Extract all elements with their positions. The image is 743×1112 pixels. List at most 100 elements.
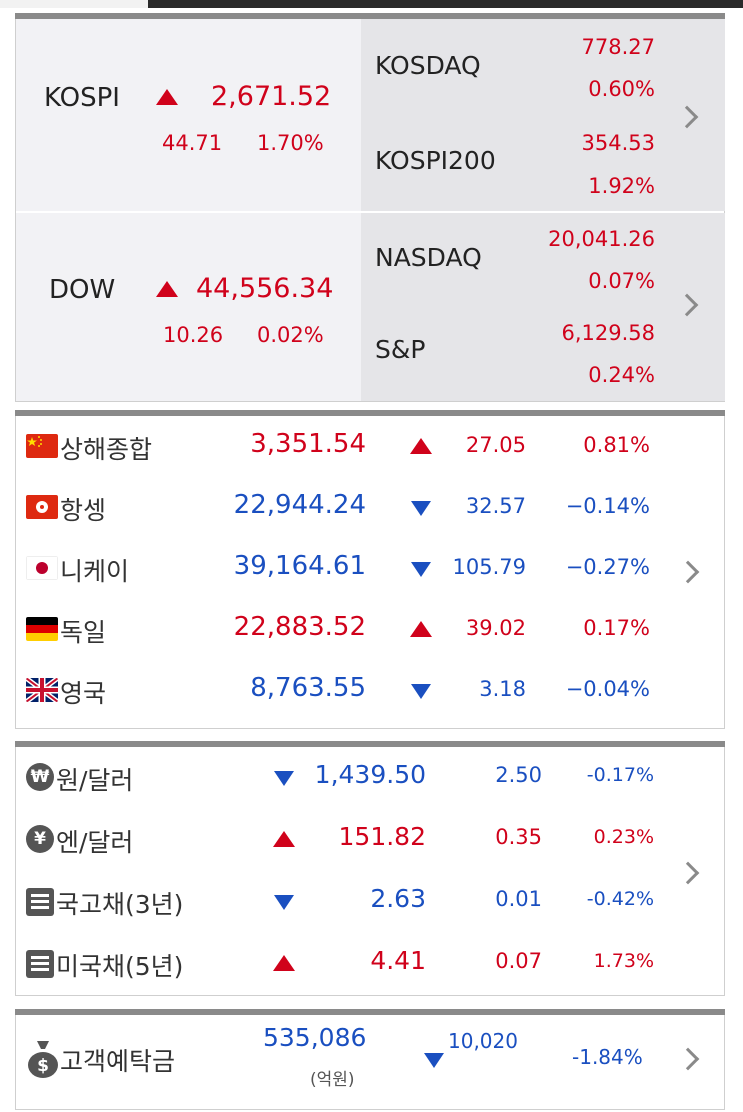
index-change: 27.05 xyxy=(465,433,526,457)
down-arrow-icon xyxy=(411,501,431,516)
index-value: 22,883.52 xyxy=(233,612,366,642)
index-name: 상해종합 xyxy=(60,435,153,464)
index-change: 39.02 xyxy=(465,616,526,640)
card-top-border xyxy=(15,1009,725,1015)
fx-value: 1,439.50 xyxy=(314,760,426,789)
card-top-border xyxy=(15,410,725,416)
kosdaq-pct: 0.60% xyxy=(588,77,655,101)
global-index-row[interactable]: 니케이 39,164.61 105.79 −0.27% xyxy=(16,538,724,599)
index-pct: −0.14% xyxy=(565,494,650,518)
index-value: 22,944.24 xyxy=(233,490,366,520)
fx-name: 엔/달러 xyxy=(56,828,134,857)
index-value: 39,164.61 xyxy=(233,551,366,581)
fx-change: 0.07 xyxy=(495,949,542,973)
dow-change: 10.26 xyxy=(163,323,224,347)
index-name: 독일 xyxy=(60,618,107,647)
up-arrow-icon xyxy=(273,831,295,847)
down-arrow-icon xyxy=(411,562,431,577)
fx-value: 151.82 xyxy=(338,822,426,851)
japan-flag-icon xyxy=(26,556,58,580)
deposit-unit: (억원) xyxy=(310,1070,355,1090)
svg-text:$: $ xyxy=(37,1056,49,1076)
global-index-row[interactable]: 영국 8,763.55 3.18 −0.04% xyxy=(16,660,724,721)
yen-icon: ¥ xyxy=(26,825,54,853)
kospi200-label: KOSPI200 xyxy=(375,146,496,175)
sp-label: S&P xyxy=(375,335,426,364)
fx-change: 0.35 xyxy=(495,825,542,849)
germany-flag-icon xyxy=(26,617,58,641)
china-flag-icon xyxy=(26,434,58,458)
index-change: 3.18 xyxy=(479,677,526,701)
fx-bond-row[interactable]: ¥ 엔/달러 151.82 0.35 0.23% xyxy=(16,809,724,870)
sp-pct: 0.24% xyxy=(588,363,655,387)
fx-bond-row[interactable]: ₩ 원/달러 1,439.50 2.50 -0.17% xyxy=(16,747,724,808)
fx-pct: -0.17% xyxy=(586,764,654,786)
money-bag-icon: $ xyxy=(26,1039,60,1079)
dow-pct: 0.02% xyxy=(257,323,324,347)
index-name: 항셍 xyxy=(60,496,107,525)
index-value: 3,351.54 xyxy=(250,429,366,459)
card-top-border xyxy=(15,13,725,19)
index-change: 105.79 xyxy=(452,555,526,579)
fx-value: 4.41 xyxy=(370,946,426,975)
down-arrow-icon xyxy=(274,895,294,910)
fx-name: 원/달러 xyxy=(56,766,134,795)
fx-bond-row[interactable]: 국고채(3년) 2.63 0.01 -0.42% xyxy=(16,871,724,932)
index-pct: −0.04% xyxy=(565,677,650,701)
down-arrow-icon xyxy=(274,771,294,786)
fx-pct: -0.42% xyxy=(586,888,654,910)
chevron-right-icon[interactable] xyxy=(676,1047,700,1071)
kospi-label: KOSPI xyxy=(44,83,120,113)
index-name: 니케이 xyxy=(60,557,130,586)
global-index-row[interactable]: 항셍 22,944.24 32.57 −0.14% xyxy=(16,477,724,538)
down-arrow-icon xyxy=(424,1053,444,1068)
fx-value: 2.63 xyxy=(370,884,426,913)
index-pct: 0.81% xyxy=(583,433,650,457)
customer-deposit-card[interactable]: $ 고객예탁금 535,086 (억원) 10,020 -1.84% xyxy=(15,1009,725,1110)
active-tab-indicator[interactable] xyxy=(0,0,148,8)
deposit-change: 10,020 xyxy=(448,1029,518,1053)
fx-bond-card[interactable]: ₩ 원/달러 1,439.50 2.50 -0.17% ¥ 엔/달러 151.82 0.35 0.… xyxy=(15,741,725,996)
up-arrow-icon xyxy=(156,89,178,105)
index-name: 영국 xyxy=(60,679,107,708)
kosdaq-panel[interactable]: KOSDAQ 778.27 0.60% KOSPI200 354.53 1.92… xyxy=(361,19,725,211)
up-arrow-icon xyxy=(410,438,432,454)
index-value: 8,763.55 xyxy=(250,673,366,703)
up-arrow-icon xyxy=(273,955,295,971)
global-index-card[interactable]: 상해종합 3,351.54 27.05 0.81% 항셍 22,944.24 32.57 −0… xyxy=(15,410,725,729)
uk-flag-icon xyxy=(26,678,58,702)
kospi200-value: 354.53 xyxy=(581,131,655,155)
kospi-panel[interactable]: KOSPI 2,671.52 44.71 1.70% xyxy=(16,19,361,211)
document-icon xyxy=(26,950,54,978)
kospi-change: 44.71 xyxy=(162,131,223,155)
index-summary-card: KOSPI 2,671.52 44.71 1.70% KOSDAQ 778.27… xyxy=(15,13,725,402)
dow-value: 44,556.34 xyxy=(196,273,334,304)
deposit-pct: -1.84% xyxy=(572,1045,643,1069)
kospi200-pct: 1.92% xyxy=(588,174,655,198)
up-arrow-icon xyxy=(156,281,178,297)
card-top-border xyxy=(15,741,725,747)
chevron-right-icon[interactable] xyxy=(675,293,699,317)
global-index-row[interactable]: 독일 22,883.52 39.02 0.17% xyxy=(16,599,724,660)
kospi-pct: 1.70% xyxy=(257,131,324,155)
chevron-right-icon[interactable] xyxy=(675,105,699,129)
deposit-value: 535,086 xyxy=(263,1023,367,1052)
dow-panel[interactable]: DOW 44,556.34 10.26 0.02% xyxy=(16,213,361,401)
fx-pct: 0.23% xyxy=(593,826,654,848)
kosdaq-value: 778.27 xyxy=(581,35,655,59)
fx-name: 국고채(3년) xyxy=(56,890,184,919)
fx-pct: 1.73% xyxy=(593,950,654,972)
won-icon: ₩ xyxy=(26,763,54,791)
sp-value: 6,129.58 xyxy=(561,321,655,345)
nasdaq-panel[interactable]: NASDAQ 20,041.26 0.07% S&P 6,129.58 0.24… xyxy=(361,213,725,401)
nasdaq-value: 20,041.26 xyxy=(548,227,655,251)
dow-label: DOW xyxy=(49,275,116,305)
fx-change: 2.50 xyxy=(495,763,542,787)
fx-bond-row[interactable]: 미국채(5년) 4.41 0.07 1.73% xyxy=(16,933,724,994)
nasdaq-pct: 0.07% xyxy=(588,269,655,293)
fx-change: 0.01 xyxy=(495,887,542,911)
index-pct: −0.27% xyxy=(565,555,650,579)
index-change: 32.57 xyxy=(465,494,526,518)
nasdaq-label: NASDAQ xyxy=(375,243,482,272)
global-index-row[interactable]: 상해종합 3,351.54 27.05 0.81% xyxy=(16,416,724,477)
